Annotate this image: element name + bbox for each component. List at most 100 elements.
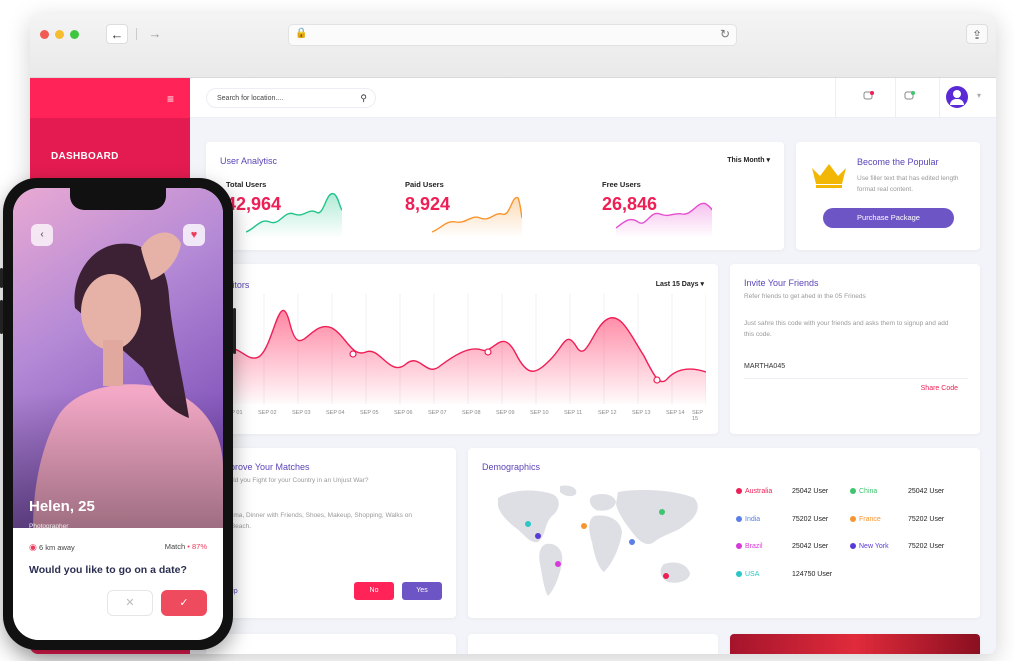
- partial-card: [206, 634, 456, 654]
- phone-screen: ‹ ♥ Helen, 25 Photographer ◉ 6 km away M…: [13, 188, 223, 640]
- back-chevron-icon[interactable]: ‹: [31, 224, 53, 246]
- x-tick-label: SEP 04: [326, 410, 345, 416]
- heart-icon[interactable]: ♥: [183, 224, 205, 246]
- x-tick-label: SEP 03: [292, 410, 311, 416]
- invite-text: Just sahre this code with your friends a…: [744, 320, 949, 338]
- sidebar-item-dashboard[interactable]: DASHBOARD: [51, 151, 119, 162]
- matches-question: Would you Fight for your Country in an U…: [220, 477, 369, 484]
- x-tick-label: SEP 14: [666, 410, 685, 416]
- partial-photo-card: [730, 634, 980, 654]
- partial-card: [468, 634, 718, 654]
- x-axis-labels: SEP 01 SEP 02 SEP 03 SEP 04 SEP 05 SEP 0…: [224, 410, 710, 422]
- demo-row-brazil: Brazil: [736, 543, 763, 550]
- match-label: Match: [164, 542, 186, 551]
- decline-button[interactable]: ✕: [107, 590, 153, 616]
- demo-row-france: France: [850, 516, 881, 523]
- chart-point[interactable]: [484, 348, 492, 356]
- share-icon[interactable]: ⇪: [966, 24, 988, 44]
- phone-side-button: [0, 268, 3, 288]
- popular-text: Use filler text that has edited length f…: [857, 175, 959, 193]
- demo-value: 25042 User: [792, 488, 829, 495]
- sparkline-free: [616, 202, 712, 238]
- invite-friends-card: Invite Your Friends Refer friends to get…: [730, 264, 980, 434]
- browser-chrome: ← → 🔒 ↻ ⇪: [30, 14, 996, 78]
- demo-row-india: India: [736, 516, 760, 523]
- visitors-period-dropdown[interactable]: Last 15 Days ▾: [655, 281, 704, 288]
- phone-side-button: [0, 300, 3, 334]
- period-dropdown[interactable]: This Month ▾: [727, 157, 770, 164]
- address-bar[interactable]: 🔒 ↻: [288, 24, 737, 46]
- map-marker[interactable]: [535, 533, 541, 539]
- map-marker[interactable]: [581, 523, 587, 529]
- visitors-chart: [220, 294, 706, 404]
- demo-row-usa: USA: [736, 571, 759, 578]
- stat-value-total: 42,964: [226, 194, 282, 214]
- demo-row-china: China: [850, 488, 877, 495]
- x-tick-label: SEP 12: [598, 410, 617, 416]
- user-avatar-icon[interactable]: [946, 86, 968, 108]
- accept-button[interactable]: ✓: [161, 590, 207, 616]
- map-marker[interactable]: [629, 539, 635, 545]
- chat-icon[interactable]: [904, 90, 916, 105]
- demo-country: Brazil: [745, 543, 763, 550]
- improve-matches-card: Improve Your Matches Would you Fight for…: [206, 448, 456, 618]
- nav-divider: [136, 28, 137, 40]
- distance-row: ◉ 6 km away: [29, 542, 75, 553]
- x-tick-label: SEP 06: [394, 410, 413, 416]
- avatar-head: [953, 90, 961, 98]
- close-dot[interactable]: [40, 30, 49, 39]
- chevron-down-icon[interactable]: ▾: [976, 91, 981, 100]
- user-analytics-card: User Analytisc This Month ▾ Total Users …: [206, 142, 784, 250]
- sparkline-total: [246, 193, 342, 238]
- search-icon[interactable]: ⚲: [360, 93, 367, 103]
- world-map: [498, 485, 698, 596]
- invite-divider: [744, 378, 968, 379]
- map-marker[interactable]: [525, 521, 531, 527]
- x-tick-label: SEP 07: [428, 410, 447, 416]
- share-code-link[interactable]: Share Code: [920, 385, 958, 392]
- demographics-title: Demographics: [482, 462, 541, 472]
- crown-icon: [812, 164, 846, 188]
- legend-dot: [850, 488, 856, 494]
- maximize-dot[interactable]: [70, 30, 79, 39]
- menu-icon[interactable]: ≡: [166, 92, 174, 106]
- popular-title: Become the Popular: [857, 157, 939, 167]
- chart-point[interactable]: [349, 350, 357, 358]
- user-analytics-title: User Analytisc: [220, 156, 278, 166]
- invite-subtitle: Refer friends to get ahed in the 05 Frin…: [744, 293, 866, 300]
- legend-dot: [850, 516, 856, 522]
- map-marker[interactable]: [659, 509, 665, 515]
- map-marker[interactable]: [555, 561, 561, 567]
- search-input[interactable]: Search for location.... ⚲: [206, 88, 376, 108]
- matches-answers: Cinema, Dinner with Friends, Shoes, Make…: [220, 512, 412, 530]
- visitors-card: Visitors Last 15 Days ▾ SEP 01 SEP 02: [206, 264, 718, 434]
- notification-icon[interactable]: [863, 90, 875, 105]
- phone-side-button: [233, 308, 236, 354]
- window-controls: [40, 30, 79, 39]
- phone-mockup: ‹ ♥ Helen, 25 Photographer ◉ 6 km away M…: [0, 178, 236, 650]
- distance-text: 6 km away: [38, 543, 75, 552]
- purchase-package-button[interactable]: Purchase Package: [823, 208, 954, 228]
- stat-value-free: 26,846: [602, 194, 658, 214]
- reload-icon[interactable]: ↻: [719, 27, 730, 41]
- demo-country: India: [745, 516, 761, 523]
- back-arrow-icon[interactable]: ←: [106, 24, 128, 44]
- forward-arrow-icon[interactable]: →: [148, 26, 162, 41]
- yes-button[interactable]: Yes: [402, 582, 442, 600]
- no-button[interactable]: No: [354, 582, 394, 600]
- topbar-divider: [939, 78, 940, 118]
- chart-point[interactable]: [653, 376, 661, 384]
- legend-dot: [736, 543, 742, 549]
- x-tick-label: SEP 11: [564, 410, 583, 416]
- demo-value: 25042 User: [792, 543, 829, 550]
- legend-dot: [850, 543, 856, 549]
- minimize-dot[interactable]: [55, 30, 64, 39]
- stat-label-paid: Paid Users: [405, 180, 444, 189]
- x-tick-label: SEP 08: [462, 410, 481, 416]
- demo-country: China: [859, 488, 878, 495]
- map-marker[interactable]: [663, 573, 669, 579]
- demo-row-new-york: New York: [850, 543, 889, 550]
- topbar-divider: [895, 78, 896, 118]
- sparkline-paid: [432, 197, 522, 238]
